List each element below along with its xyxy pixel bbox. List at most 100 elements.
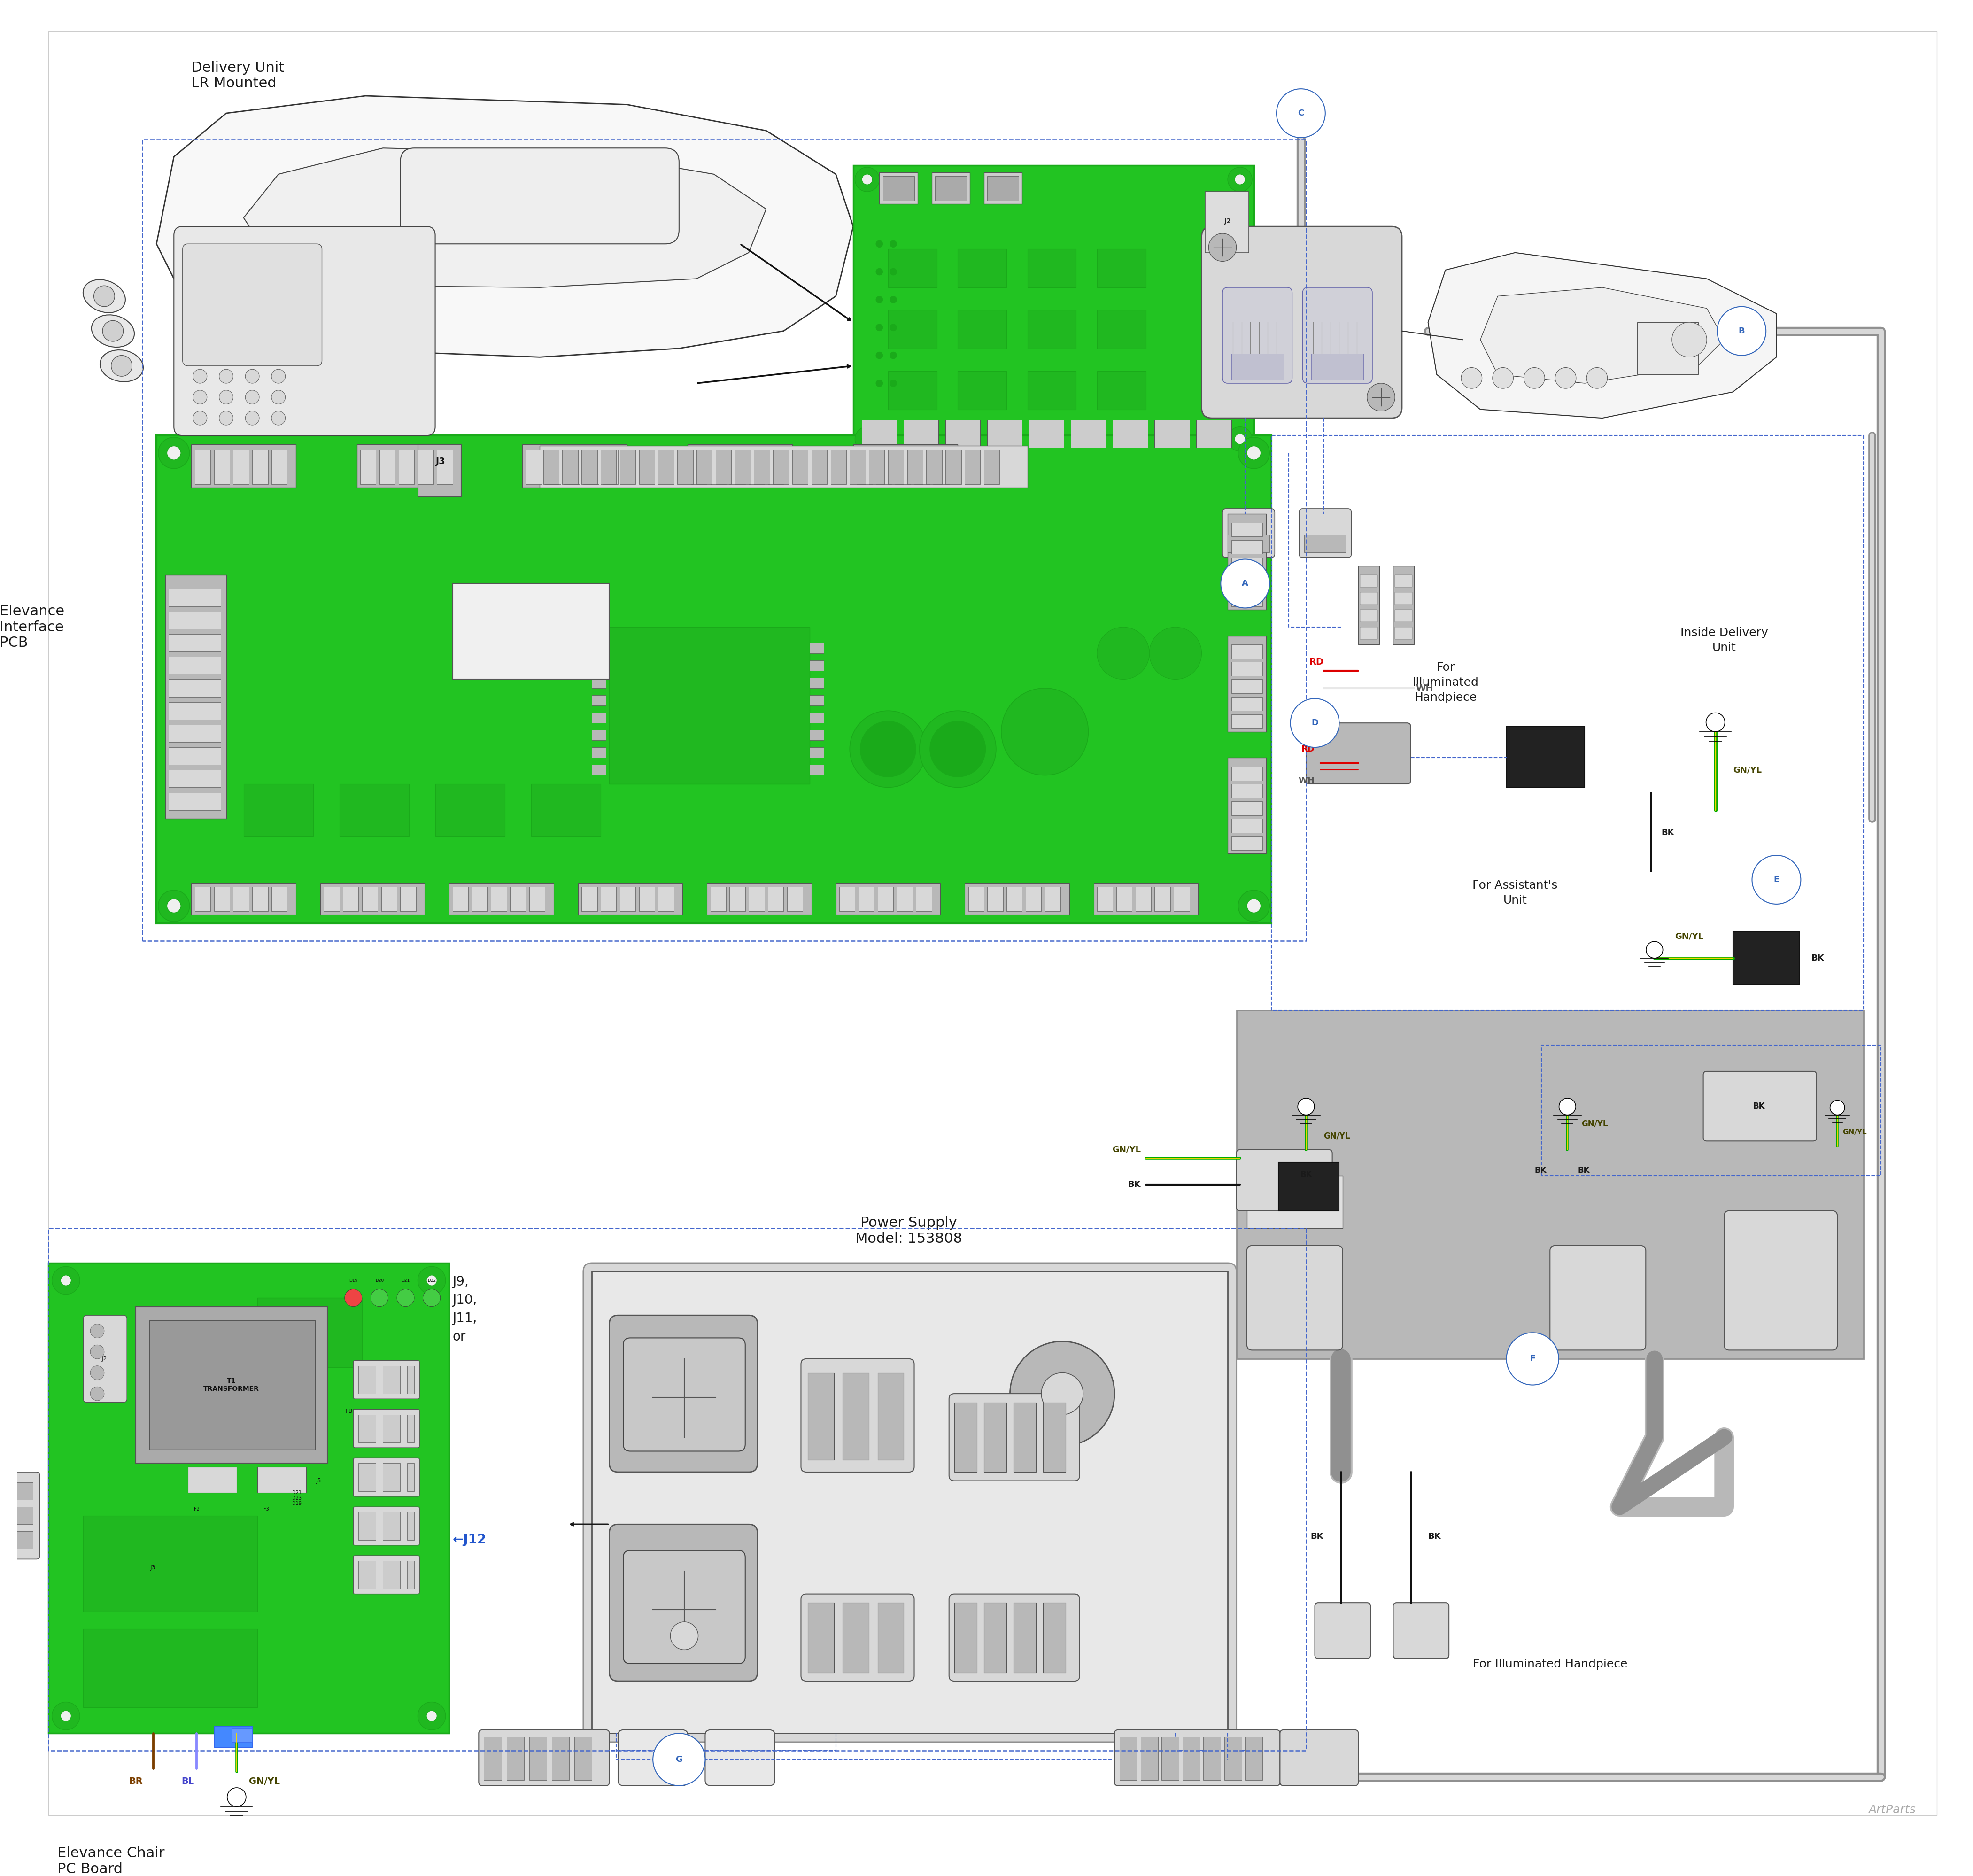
- Bar: [406, 1561, 414, 1589]
- Bar: [1134, 887, 1150, 912]
- Bar: [945, 420, 981, 448]
- Circle shape: [1277, 88, 1326, 137]
- Circle shape: [91, 1366, 105, 1379]
- Circle shape: [890, 325, 898, 330]
- Circle shape: [890, 240, 898, 248]
- Bar: [523, 445, 627, 488]
- Bar: [876, 450, 892, 484]
- Bar: [1204, 1737, 1221, 1780]
- Bar: [483, 1737, 501, 1780]
- Bar: [450, 884, 554, 915]
- Bar: [1097, 310, 1146, 349]
- Circle shape: [426, 1711, 436, 1720]
- Bar: [574, 1737, 592, 1780]
- Bar: [2, 1531, 34, 1550]
- Circle shape: [95, 285, 114, 306]
- FancyBboxPatch shape: [353, 1409, 420, 1448]
- FancyBboxPatch shape: [1247, 1246, 1344, 1351]
- Bar: [1113, 420, 1148, 448]
- Bar: [168, 724, 221, 743]
- Bar: [1395, 593, 1413, 604]
- Circle shape: [227, 1788, 247, 1807]
- Bar: [852, 445, 957, 488]
- Text: F: F: [1529, 1354, 1535, 1364]
- Circle shape: [397, 1289, 414, 1306]
- Text: WH: WH: [1417, 683, 1434, 692]
- Bar: [985, 173, 1022, 204]
- Text: GN/YL: GN/YL: [1580, 1120, 1608, 1127]
- Bar: [233, 887, 249, 912]
- Text: K1: K1: [304, 1330, 316, 1336]
- Circle shape: [158, 891, 189, 921]
- Circle shape: [345, 1289, 361, 1306]
- Circle shape: [1150, 627, 1202, 679]
- Bar: [383, 1512, 401, 1540]
- FancyBboxPatch shape: [801, 1595, 913, 1681]
- Bar: [809, 677, 823, 688]
- Bar: [1117, 887, 1133, 912]
- Bar: [1154, 420, 1190, 448]
- Circle shape: [422, 1289, 440, 1306]
- Text: F3: F3: [264, 1506, 268, 1512]
- Bar: [955, 1403, 977, 1473]
- FancyBboxPatch shape: [1306, 722, 1411, 784]
- Ellipse shape: [91, 315, 134, 347]
- Text: J9,
J10,
J11,
or: J9, J10, J11, or: [452, 1276, 477, 1343]
- Bar: [1231, 645, 1263, 658]
- Circle shape: [876, 296, 882, 304]
- Circle shape: [1097, 627, 1150, 679]
- Circle shape: [1298, 1097, 1314, 1114]
- Bar: [324, 887, 339, 912]
- FancyBboxPatch shape: [704, 1730, 775, 1786]
- Circle shape: [1247, 446, 1261, 460]
- Bar: [529, 887, 545, 912]
- Bar: [1247, 1176, 1344, 1229]
- Text: T1
TRANSFORMER: T1 TRANSFORMER: [203, 1377, 258, 1392]
- Circle shape: [1227, 167, 1253, 191]
- Bar: [1071, 420, 1105, 448]
- Circle shape: [193, 370, 207, 383]
- Bar: [1393, 567, 1415, 645]
- Bar: [361, 450, 377, 484]
- Bar: [1030, 420, 1063, 448]
- Bar: [1231, 540, 1263, 553]
- Bar: [957, 371, 1006, 409]
- Circle shape: [876, 353, 882, 358]
- Bar: [1231, 767, 1263, 780]
- Text: A: A: [1241, 580, 1249, 587]
- Bar: [543, 450, 558, 484]
- Bar: [436, 784, 505, 837]
- Bar: [1231, 523, 1263, 537]
- Text: D: D: [1312, 719, 1318, 728]
- Bar: [1395, 574, 1413, 587]
- Bar: [168, 702, 221, 720]
- Bar: [399, 450, 414, 484]
- Bar: [258, 1467, 306, 1493]
- Text: ←J12: ←J12: [452, 1533, 487, 1546]
- Bar: [168, 794, 221, 810]
- FancyBboxPatch shape: [174, 227, 436, 435]
- Circle shape: [1000, 688, 1089, 775]
- Bar: [730, 450, 746, 484]
- Bar: [1279, 1161, 1340, 1210]
- Text: For Illuminated Handpiece: For Illuminated Handpiece: [1472, 1658, 1628, 1670]
- Bar: [1154, 887, 1170, 912]
- Bar: [213, 1726, 253, 1747]
- Bar: [691, 450, 706, 484]
- Bar: [168, 612, 221, 628]
- Bar: [908, 450, 923, 484]
- Bar: [168, 589, 221, 606]
- Circle shape: [876, 325, 882, 330]
- Bar: [1312, 355, 1363, 379]
- Bar: [1231, 715, 1263, 728]
- FancyBboxPatch shape: [479, 1730, 610, 1786]
- Bar: [878, 887, 894, 912]
- Bar: [809, 713, 823, 722]
- Bar: [1227, 758, 1267, 854]
- Circle shape: [890, 353, 898, 358]
- Bar: [1097, 250, 1146, 287]
- FancyBboxPatch shape: [1703, 1071, 1817, 1141]
- Bar: [2, 1482, 34, 1501]
- Bar: [1014, 1602, 1036, 1672]
- Text: J3: J3: [436, 458, 446, 465]
